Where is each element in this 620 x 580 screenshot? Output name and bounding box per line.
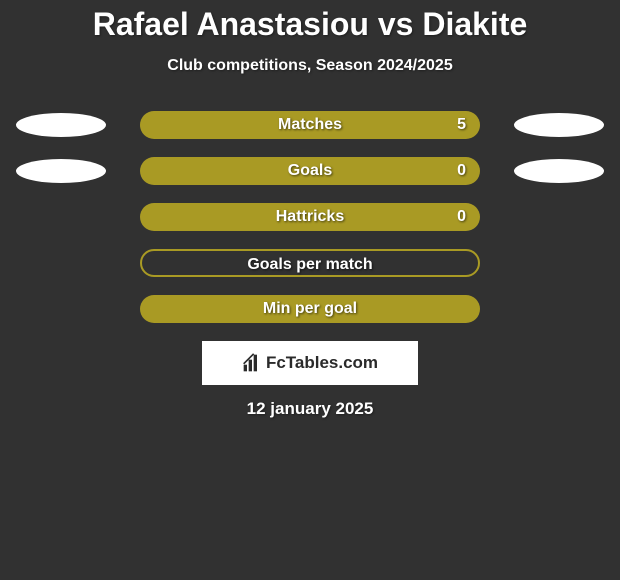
stat-bar: Hattricks0: [140, 203, 480, 231]
stat-label: Hattricks: [140, 203, 480, 231]
stat-bar: Goals per match: [140, 249, 480, 277]
stat-label: Goals per match: [142, 251, 478, 279]
stat-rows-container: Matches5Goals0Hattricks0Goals per matchM…: [0, 111, 620, 323]
stat-bar: Goals0: [140, 157, 480, 185]
stat-row: Hattricks0: [0, 203, 620, 231]
subtitle: Club competitions, Season 2024/2025: [0, 57, 620, 75]
player-right-marker: [514, 113, 604, 137]
logo: FcTables.com: [242, 353, 378, 373]
stat-label: Min per goal: [140, 295, 480, 323]
logo-box: FcTables.com: [202, 341, 418, 385]
stat-value: 5: [457, 111, 466, 139]
page-title: Rafael Anastasiou vs Diakite: [0, 6, 620, 43]
stat-row: Goals0: [0, 157, 620, 185]
player-right-marker: [514, 159, 604, 183]
stat-row: Min per goal: [0, 295, 620, 323]
stat-value: 0: [457, 157, 466, 185]
logo-text: FcTables.com: [266, 353, 378, 373]
bar-chart-icon: [242, 353, 262, 373]
player-left-marker: [16, 159, 106, 183]
stat-label: Matches: [140, 111, 480, 139]
stat-value: 0: [457, 203, 466, 231]
date-text: 12 january 2025: [0, 399, 620, 419]
stat-label: Goals: [140, 157, 480, 185]
stat-bar: Matches5: [140, 111, 480, 139]
stat-bar: Min per goal: [140, 295, 480, 323]
comparison-infographic: Rafael Anastasiou vs Diakite Club compet…: [0, 0, 620, 580]
stat-row: Matches5: [0, 111, 620, 139]
player-left-marker: [16, 113, 106, 137]
stat-row: Goals per match: [0, 249, 620, 277]
